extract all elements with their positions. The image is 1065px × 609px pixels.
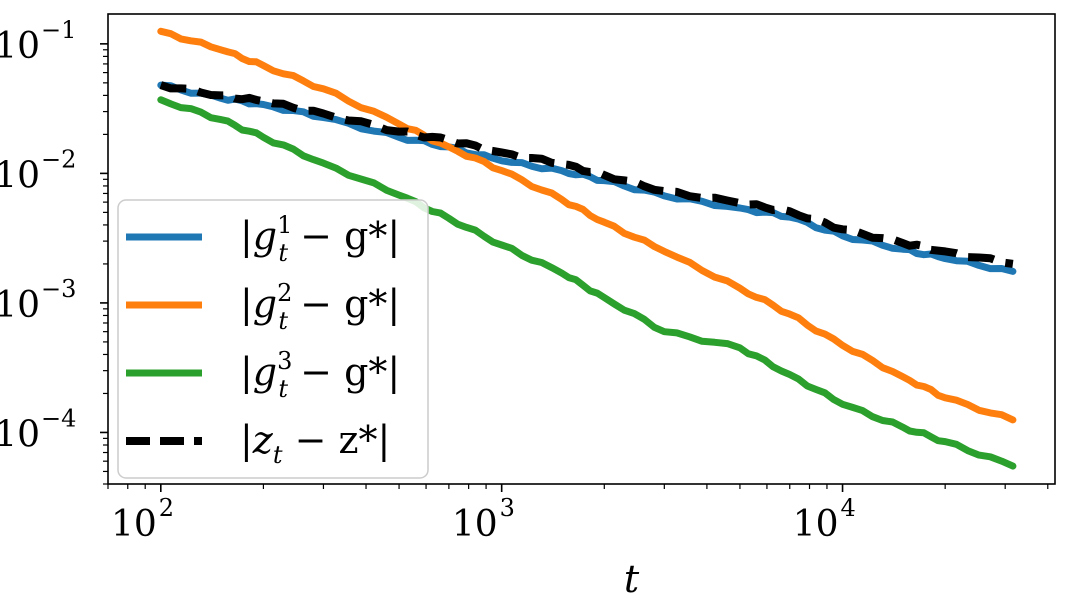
y-tick-exponent-4: −4 bbox=[41, 404, 76, 432]
x-tick-label-3: 10 bbox=[793, 504, 839, 545]
y-tick-label-1: 10 bbox=[0, 26, 40, 67]
y-tick-label-2: 10 bbox=[0, 155, 40, 196]
legend-label-4: |zt − z*| bbox=[240, 418, 390, 469]
legend: |g1 t − g*||g2 t − g*||g3 t − g*||zt − z*| bbox=[118, 200, 428, 478]
y-tick-label-4: 10 bbox=[0, 414, 40, 455]
y-tick-label-3: 10 bbox=[0, 285, 40, 326]
x-tick-exponent-3: 4 bbox=[841, 494, 856, 522]
y-tick-exponent-3: −3 bbox=[41, 275, 76, 303]
x-tick-label-2: 10 bbox=[452, 504, 498, 545]
x-tick-exponent-2: 3 bbox=[500, 494, 515, 522]
x-tick-label-1: 10 bbox=[111, 504, 157, 545]
x-axis-label: t bbox=[624, 557, 640, 601]
y-tick-exponent-1: −1 bbox=[41, 16, 76, 44]
x-tick-exponent-1: 2 bbox=[159, 494, 174, 522]
y-tick-exponent-2: −2 bbox=[41, 145, 76, 173]
line-chart: 10 2 10 3 10 410 −110 −210 −310 −4 t |g1 t − g*||g… bbox=[0, 0, 1065, 609]
